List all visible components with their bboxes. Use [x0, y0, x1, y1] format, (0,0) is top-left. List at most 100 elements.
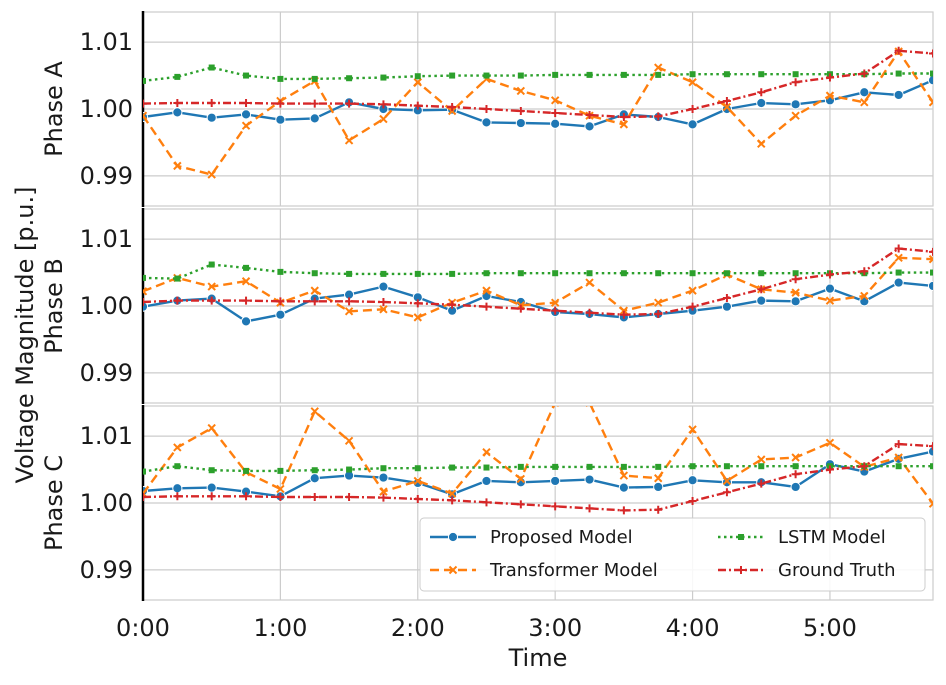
data-point: [241, 277, 251, 286]
data-point: [447, 106, 457, 116]
series-lstm-model: [143, 64, 933, 84]
data-point: [619, 120, 629, 129]
data-point: [207, 98, 216, 107]
data-point: [379, 487, 388, 496]
data-point: [276, 484, 285, 494]
data-point: [737, 566, 745, 574]
plot-area: [143, 406, 933, 515]
data-point: [172, 107, 183, 118]
data-point: [895, 463, 902, 470]
data-point: [618, 482, 629, 493]
data-point: [723, 71, 730, 78]
data-point: [240, 109, 252, 120]
series-proposed-model: [143, 446, 933, 502]
series-line: [143, 256, 933, 319]
y-tick-label: 1.00: [80, 292, 133, 320]
data-point: [481, 475, 492, 487]
data-point: [653, 481, 664, 493]
series-line: [143, 263, 933, 280]
data-point: [688, 425, 697, 434]
data-point: [143, 297, 147, 306]
data-point: [550, 475, 561, 487]
data-point: [758, 270, 765, 277]
x-tick-label: 1:00: [253, 614, 307, 642]
data-point: [757, 139, 766, 148]
data-point: [552, 270, 559, 277]
data-point: [791, 275, 800, 284]
data-point: [722, 293, 731, 302]
data-point: [449, 270, 456, 277]
y-tick-label: 0.99: [80, 162, 133, 190]
data-point: [516, 304, 525, 313]
data-point: [345, 99, 354, 108]
data-point: [791, 111, 800, 120]
plot-area: [143, 244, 933, 327]
data-point: [584, 474, 595, 485]
panel-label: Phase A: [40, 61, 68, 157]
data-point: [791, 288, 800, 297]
data-point: [275, 309, 286, 320]
x-tick-label: 5:00: [803, 614, 857, 642]
panel-label: Phase B: [40, 258, 68, 354]
data-point: [689, 71, 696, 78]
data-point: [414, 465, 421, 472]
data-point: [242, 492, 251, 501]
data-point: [550, 118, 561, 129]
series-line: [143, 247, 933, 316]
data-point: [928, 499, 933, 508]
data-point: [824, 283, 836, 294]
legend-label: Proposed Model: [490, 527, 633, 548]
data-point: [550, 298, 560, 307]
data-point: [757, 455, 766, 464]
data-point: [586, 463, 593, 470]
data-point: [860, 69, 869, 78]
data-point: [380, 270, 387, 277]
data-point: [516, 500, 525, 509]
x-axis-label: Time: [508, 644, 568, 672]
data-point: [722, 96, 731, 105]
data-point: [654, 310, 663, 319]
data-point: [894, 253, 903, 263]
data-point: [311, 270, 318, 277]
data-point: [619, 310, 628, 319]
data-point: [276, 492, 285, 501]
data-point: [929, 49, 933, 58]
data-point: [894, 244, 903, 253]
data-point: [894, 453, 903, 462]
data-point: [688, 78, 697, 87]
data-point: [585, 111, 594, 120]
y-tick-label: 1.00: [80, 489, 133, 517]
data-point: [792, 463, 799, 470]
panel-label: Phase C: [40, 455, 68, 551]
data-point: [143, 301, 149, 312]
data-point: [655, 270, 662, 277]
data-point: [825, 296, 835, 305]
legend-entry: Proposed Model: [430, 527, 633, 548]
data-point: [143, 468, 146, 475]
data-point: [174, 73, 181, 80]
data-point: [585, 504, 594, 513]
data-point: [379, 305, 388, 314]
panel-1: 0.99 1.00 1.01 Phase A: [40, 11, 934, 207]
data-point: [860, 462, 869, 471]
data-point: [894, 46, 903, 55]
legend-label: Transformer Model: [489, 560, 658, 581]
data-point: [791, 453, 800, 462]
data-point: [757, 88, 766, 97]
data-point: [586, 71, 593, 78]
data-point: [276, 297, 285, 306]
data-point: [894, 440, 903, 449]
data-point: [688, 302, 697, 311]
data-point: [173, 98, 182, 107]
data-point: [929, 247, 933, 256]
legend-label: Ground Truth: [778, 560, 896, 581]
data-point: [208, 467, 215, 474]
series-line: [143, 49, 933, 119]
data-point: [379, 493, 388, 502]
data-point: [277, 467, 284, 474]
y-tick-label: 0.99: [80, 556, 133, 584]
plot-area: [143, 46, 933, 179]
data-point: [654, 505, 663, 514]
data-point: [173, 161, 182, 171]
